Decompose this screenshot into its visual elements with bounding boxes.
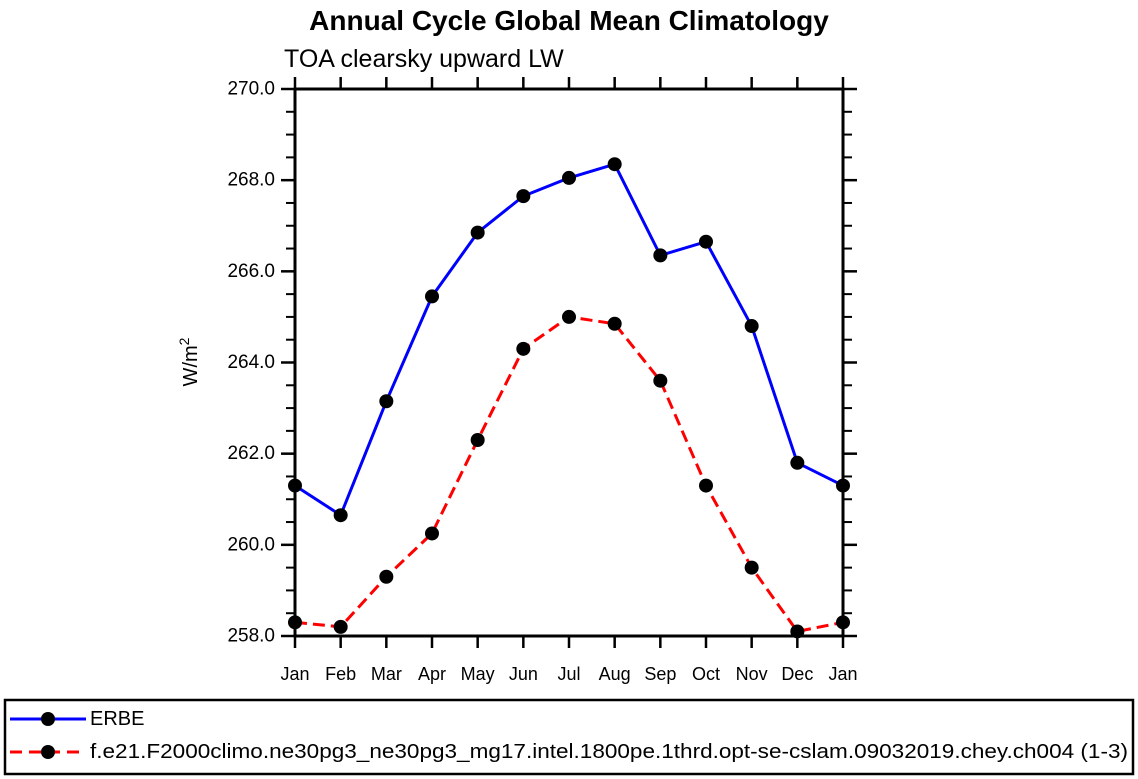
x-tick-label: Mar xyxy=(371,664,402,684)
data-point-erbe-oct-9 xyxy=(699,234,713,249)
data-point-erbe-jan-0 xyxy=(288,478,302,493)
x-tick-label: Feb xyxy=(325,664,356,684)
y-tick-label: 260.0 xyxy=(227,534,275,555)
x-tick-label: Dec xyxy=(781,664,813,684)
data-point-erbe-jul-6 xyxy=(562,170,576,185)
y-tick-label: 262.0 xyxy=(227,443,275,464)
data-point-model-jul-6 xyxy=(562,309,576,324)
data-point-erbe-may-4 xyxy=(470,225,485,240)
data-point-model-aug-7 xyxy=(607,316,622,331)
legend-border xyxy=(3,698,1135,776)
x-tick-label: Nov xyxy=(736,664,768,684)
chart-title: Annual Cycle Global Mean Climatology xyxy=(309,5,829,36)
data-point-model-mar-2 xyxy=(379,569,394,584)
x-tick-label: May xyxy=(461,664,495,684)
data-point-erbe-dec-11 xyxy=(790,455,805,470)
data-point-model-jan-12 xyxy=(836,615,850,630)
data-point-erbe-jun-5 xyxy=(516,189,531,204)
x-tick-label: Jan xyxy=(280,664,309,684)
series-line-model xyxy=(294,315,844,633)
y-axis-label-superscript: 2 xyxy=(176,337,192,345)
x-tick-label: Jun xyxy=(509,664,538,684)
x-tick-label: Apr xyxy=(418,664,446,684)
chart-subtitle: TOA clearsky upward LW xyxy=(284,45,564,73)
data-point-model-dec-11 xyxy=(790,624,805,639)
legend-label-erbe: ERBE xyxy=(90,708,144,730)
legend-marker-erbe xyxy=(41,712,55,726)
y-axis-label: W/m2 xyxy=(176,337,202,386)
y-axis-label-main: W/m xyxy=(180,345,202,386)
data-point-model-may-4 xyxy=(470,432,485,447)
data-point-model-feb-1 xyxy=(333,619,348,634)
data-point-model-jun-5 xyxy=(516,341,531,356)
x-tick-label: Oct xyxy=(692,664,720,684)
legend-marker-model xyxy=(41,745,55,759)
y-tick-label: 270.0 xyxy=(227,79,275,100)
y-tick-label: 258.0 xyxy=(227,626,275,647)
x-tick-label: Aug xyxy=(599,664,631,684)
series-line-erbe xyxy=(294,162,844,517)
data-point-erbe-apr-3 xyxy=(425,289,439,304)
data-point-model-nov-10 xyxy=(744,560,759,575)
data-point-erbe-sep-8 xyxy=(653,248,668,263)
data-point-model-jan-0 xyxy=(288,615,302,630)
y-tick-label: 268.0 xyxy=(227,170,275,191)
legend-label-model: f.e21.F2000climo.ne30pg3_ne30pg3_mg17.in… xyxy=(90,741,1128,763)
x-tick-label: Jan xyxy=(828,664,857,684)
data-point-model-apr-3 xyxy=(425,526,439,541)
data-point-erbe-mar-2 xyxy=(379,394,394,409)
x-tick-label: Jul xyxy=(557,664,580,684)
plot-box xyxy=(293,87,845,638)
data-point-model-sep-8 xyxy=(653,373,668,388)
data-point-erbe-nov-10 xyxy=(744,319,759,334)
data-point-erbe-feb-1 xyxy=(333,508,348,523)
x-tick-label: Sep xyxy=(644,664,676,684)
data-point-erbe-aug-7 xyxy=(607,157,622,172)
y-tick-label: 266.0 xyxy=(227,261,275,282)
data-point-model-oct-9 xyxy=(699,478,713,493)
y-tick-label: 264.0 xyxy=(227,352,275,373)
data-point-erbe-jan-12 xyxy=(836,478,850,493)
legend: ERBE f.e21.F2000climo.ne30pg3_ne30pg3_mg… xyxy=(3,698,1135,776)
